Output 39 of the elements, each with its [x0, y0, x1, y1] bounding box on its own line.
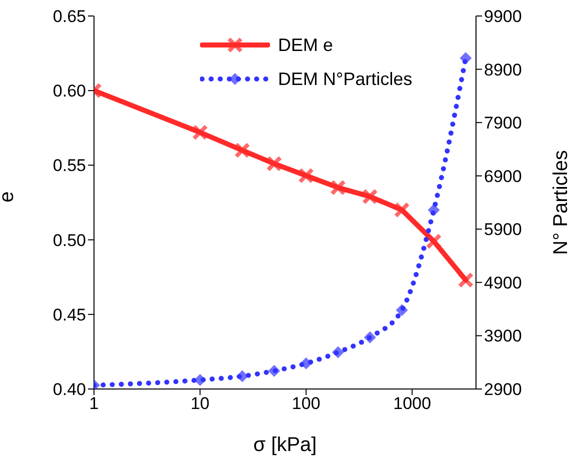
point	[394, 202, 410, 218]
x-tick-label: 10	[190, 394, 210, 414]
y2-tick-label: 6900	[484, 166, 522, 186]
y2-tick-label: 4900	[484, 273, 522, 292]
y-tick-label: 0.40	[52, 380, 86, 400]
point	[362, 188, 378, 205]
x-tick-label: 1000	[393, 394, 432, 414]
point	[266, 156, 282, 172]
x-tick-label: 1	[89, 394, 99, 414]
point	[330, 180, 346, 196]
point	[364, 331, 376, 344]
y2-tick-label: 2900	[484, 380, 522, 400]
y2-tick-label: 8900	[484, 60, 522, 80]
y-tick-label: 0.65	[52, 7, 86, 26]
y-axis-title: e	[0, 191, 18, 202]
point	[300, 357, 312, 370]
y2-tick-label: 3900	[484, 326, 522, 346]
x-axis-title: σ [kPa]	[253, 434, 317, 456]
y-tick-label: 0.55	[52, 156, 86, 176]
legend-label: DEM N°Particles	[278, 68, 412, 90]
point	[458, 272, 474, 288]
point	[234, 142, 250, 158]
y-tick-label: 0.45	[52, 305, 86, 324]
legend-label: DEM e	[278, 34, 334, 56]
point	[332, 346, 344, 358]
point	[460, 52, 472, 64]
point	[236, 370, 248, 382]
x-tick-label: 100	[292, 394, 320, 414]
y-tick-label: 0.50	[52, 230, 86, 250]
y-tick-label: 0.60	[52, 82, 86, 101]
y2-tick-label: 9900	[484, 7, 522, 26]
y2-tick-label: 5900	[484, 220, 522, 240]
point	[268, 364, 280, 377]
y2-tick-label: 7900	[484, 114, 522, 133]
y2-axis-title: N° Particles	[550, 150, 570, 255]
point	[428, 204, 440, 216]
point	[426, 233, 442, 250]
point	[298, 168, 314, 184]
point	[396, 304, 408, 316]
